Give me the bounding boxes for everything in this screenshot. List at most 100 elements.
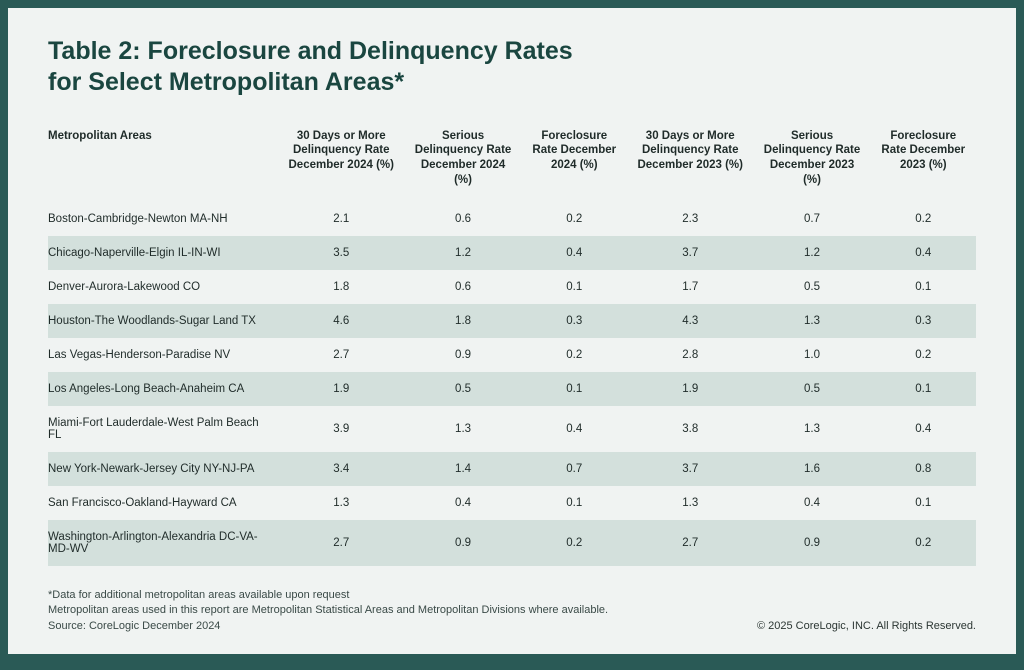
table-row: Washington-Arlington-Alexandria DC-VA-MD… (48, 520, 976, 566)
cell: 2.1 (278, 202, 405, 236)
col-header-foreclosure-2024: Foreclosure Rate December 2024 (%) (522, 123, 627, 203)
cell: 2.7 (278, 338, 405, 372)
cell: 2.7 (278, 520, 405, 566)
cell: 0.4 (871, 236, 976, 270)
table-header-row: Metropolitan Areas 30 Days or More Delin… (48, 123, 976, 203)
table-row: San Francisco-Oakland-Hayward CA 1.3 0.4… (48, 486, 976, 520)
cell: 0.2 (871, 520, 976, 566)
cell: 1.8 (405, 304, 522, 338)
cell: 0.1 (871, 270, 976, 304)
cell: 0.3 (522, 304, 627, 338)
cell: Los Angeles-Long Beach-Anaheim CA (48, 372, 278, 406)
cell: 0.6 (405, 270, 522, 304)
cell: 0.2 (871, 202, 976, 236)
cell: 4.6 (278, 304, 405, 338)
cell: 0.2 (522, 338, 627, 372)
cell: 1.0 (753, 338, 870, 372)
title-line-1: Table 2: Foreclosure and Delinquency Rat… (48, 37, 573, 65)
cell: 0.4 (753, 486, 870, 520)
report-panel: Table 2: Foreclosure and Delinquency Rat… (8, 8, 1016, 654)
col-header-30day-2023: 30 Days or More Delinquency Rate Decembe… (627, 123, 754, 203)
cell: 1.3 (278, 486, 405, 520)
cell: Las Vegas-Henderson-Paradise NV (48, 338, 278, 372)
title-line-2: for Select Metropolitan Areas* (48, 68, 404, 96)
cell: 0.7 (522, 452, 627, 486)
cell: 3.7 (627, 452, 754, 486)
cell: 0.4 (871, 406, 976, 452)
table-row: Houston-The Woodlands-Sugar Land TX 4.6 … (48, 304, 976, 338)
cell: Washington-Arlington-Alexandria DC-VA-MD… (48, 520, 278, 566)
table-row: Chicago-Naperville-Elgin IL-IN-WI 3.5 1.… (48, 236, 976, 270)
cell: 3.8 (627, 406, 754, 452)
cell: Denver-Aurora-Lakewood CO (48, 270, 278, 304)
cell: 0.9 (405, 338, 522, 372)
table-row: New York-Newark-Jersey City NY-NJ-PA 3.4… (48, 452, 976, 486)
cell: 1.3 (627, 486, 754, 520)
cell: Chicago-Naperville-Elgin IL-IN-WI (48, 236, 278, 270)
cell: 3.7 (627, 236, 754, 270)
cell: 0.1 (871, 486, 976, 520)
cell: 1.9 (627, 372, 754, 406)
cell: 0.4 (522, 406, 627, 452)
cell: 1.3 (405, 406, 522, 452)
cell: 1.2 (753, 236, 870, 270)
footnote-line-3: Source: CoreLogic December 2024 (48, 619, 608, 634)
cell: 0.4 (405, 486, 522, 520)
cell: Boston-Cambridge-Newton MA-NH (48, 202, 278, 236)
cell: 0.1 (871, 372, 976, 406)
cell: New York-Newark-Jersey City NY-NJ-PA (48, 452, 278, 486)
table-body: Boston-Cambridge-Newton MA-NH 2.1 0.6 0.… (48, 202, 976, 566)
cell: 1.7 (627, 270, 754, 304)
cell: 0.1 (522, 270, 627, 304)
cell: 1.3 (753, 406, 870, 452)
cell: 0.1 (522, 486, 627, 520)
table-row: Miami-Fort Lauderdale-West Palm Beach FL… (48, 406, 976, 452)
cell: 1.4 (405, 452, 522, 486)
cell: 0.7 (753, 202, 870, 236)
cell: 0.2 (522, 520, 627, 566)
cell: 1.8 (278, 270, 405, 304)
cell: 2.8 (627, 338, 754, 372)
table-title: Table 2: Foreclosure and Delinquency Rat… (48, 36, 976, 99)
cell: 0.6 (405, 202, 522, 236)
cell: 0.9 (753, 520, 870, 566)
cell: 1.9 (278, 372, 405, 406)
cell: 0.3 (871, 304, 976, 338)
cell: San Francisco-Oakland-Hayward CA (48, 486, 278, 520)
footer: *Data for additional metropolitan areas … (48, 588, 976, 634)
table-row: Boston-Cambridge-Newton MA-NH 2.1 0.6 0.… (48, 202, 976, 236)
col-header-serious-2024: Serious Delinquency Rate December 2024 (… (405, 123, 522, 203)
cell: 0.9 (405, 520, 522, 566)
cell: 0.5 (753, 372, 870, 406)
cell: 1.3 (753, 304, 870, 338)
table-row: Denver-Aurora-Lakewood CO 1.8 0.6 0.1 1.… (48, 270, 976, 304)
cell: 0.8 (871, 452, 976, 486)
cell: 0.2 (522, 202, 627, 236)
cell: 0.5 (753, 270, 870, 304)
col-header-foreclosure-2023: Foreclosure Rate December 2023 (%) (871, 123, 976, 203)
cell: Miami-Fort Lauderdale-West Palm Beach FL (48, 406, 278, 452)
cell: 2.7 (627, 520, 754, 566)
table-row: Las Vegas-Henderson-Paradise NV 2.7 0.9 … (48, 338, 976, 372)
col-header-metro: Metropolitan Areas (48, 123, 278, 203)
cell: 1.2 (405, 236, 522, 270)
cell: 0.2 (871, 338, 976, 372)
cell: Houston-The Woodlands-Sugar Land TX (48, 304, 278, 338)
cell: 2.3 (627, 202, 754, 236)
data-table: Metropolitan Areas 30 Days or More Delin… (48, 123, 976, 567)
cell: 0.1 (522, 372, 627, 406)
table-row: Los Angeles-Long Beach-Anaheim CA 1.9 0.… (48, 372, 976, 406)
copyright: © 2025 CoreLogic, INC. All Rights Reserv… (757, 619, 976, 634)
cell: 0.4 (522, 236, 627, 270)
col-header-serious-2023: Serious Delinquency Rate December 2023 (… (753, 123, 870, 203)
footnote-line-1: *Data for additional metropolitan areas … (48, 588, 608, 603)
col-header-30day-2024: 30 Days or More Delinquency Rate Decembe… (278, 123, 405, 203)
cell: 3.5 (278, 236, 405, 270)
cell: 1.6 (753, 452, 870, 486)
footnotes: *Data for additional metropolitan areas … (48, 588, 608, 634)
cell: 3.9 (278, 406, 405, 452)
footnote-line-2: Metropolitan areas used in this report a… (48, 603, 608, 618)
cell: 0.5 (405, 372, 522, 406)
cell: 3.4 (278, 452, 405, 486)
cell: 4.3 (627, 304, 754, 338)
